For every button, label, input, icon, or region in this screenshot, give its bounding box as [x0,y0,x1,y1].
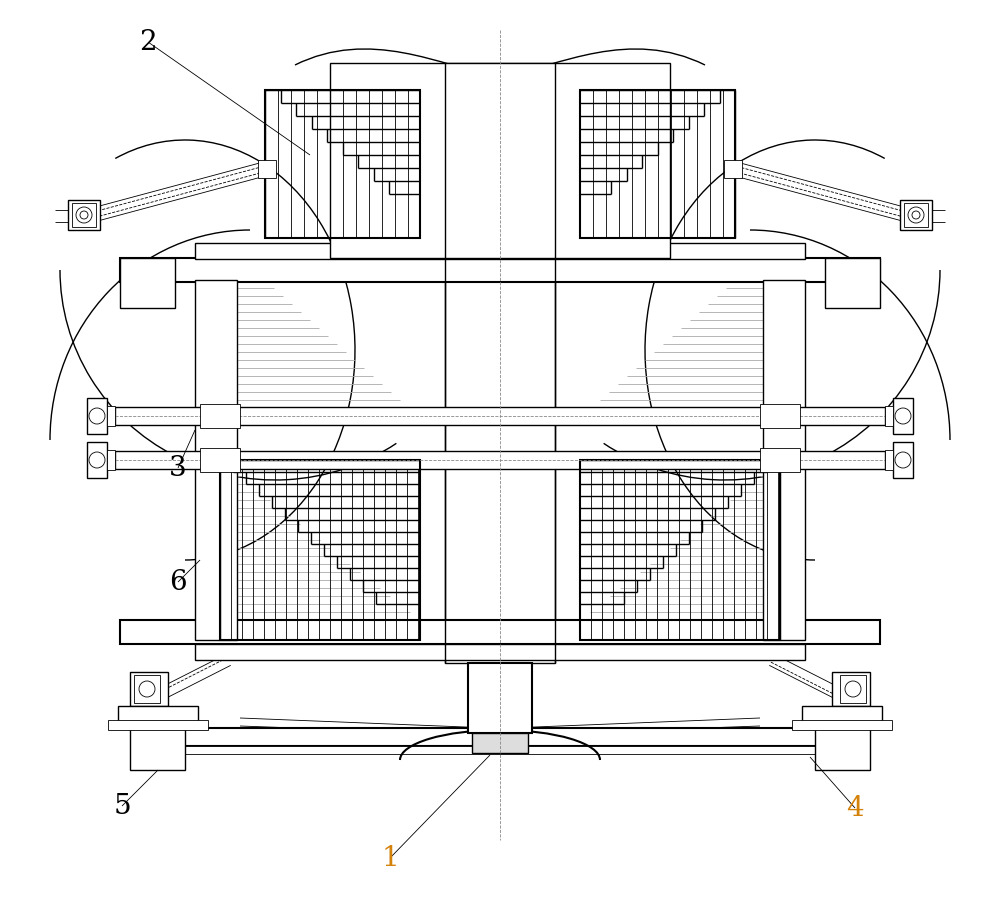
Bar [220,460,420,640]
Text: 1: 1 [381,844,399,872]
Bar [885,406,893,426]
Bar [120,258,880,282]
Bar [107,406,115,426]
Bar [763,280,805,640]
Bar [165,728,835,746]
Bar [165,746,835,754]
Bar [885,450,893,470]
Bar [134,675,160,703]
Bar [68,200,100,230]
Text: 3: 3 [169,454,187,481]
Bar [580,460,780,640]
Bar [258,160,276,178]
Bar [130,718,185,770]
Bar [87,398,107,434]
Bar [120,620,880,644]
Bar [893,442,913,478]
Bar [195,243,805,259]
Bar [580,90,735,238]
Bar [195,644,805,660]
Bar [792,720,892,730]
Bar [445,63,555,663]
Bar [330,63,670,258]
Bar [760,404,800,428]
Bar [825,258,880,308]
Bar [118,706,198,721]
Text: 6: 6 [169,568,187,595]
Bar [468,663,532,733]
Bar [472,733,528,753]
Bar [195,280,237,640]
Bar [265,90,420,238]
Bar [200,448,240,472]
Bar [87,442,107,478]
Bar [108,720,208,730]
Bar [904,203,928,227]
Bar [72,203,96,227]
Bar [893,398,913,434]
Bar [815,718,870,770]
Bar [840,675,866,703]
Bar [900,200,932,230]
Bar [107,450,115,470]
Bar [802,706,882,721]
Text: 4: 4 [846,795,864,822]
Bar [200,404,240,428]
Bar [115,451,885,469]
Bar [120,258,175,308]
Text: 5: 5 [113,793,131,820]
Bar [760,448,800,472]
Bar [724,160,742,178]
Bar [832,672,870,706]
Bar [115,407,885,425]
Bar [130,672,168,706]
Text: 2: 2 [139,28,157,55]
